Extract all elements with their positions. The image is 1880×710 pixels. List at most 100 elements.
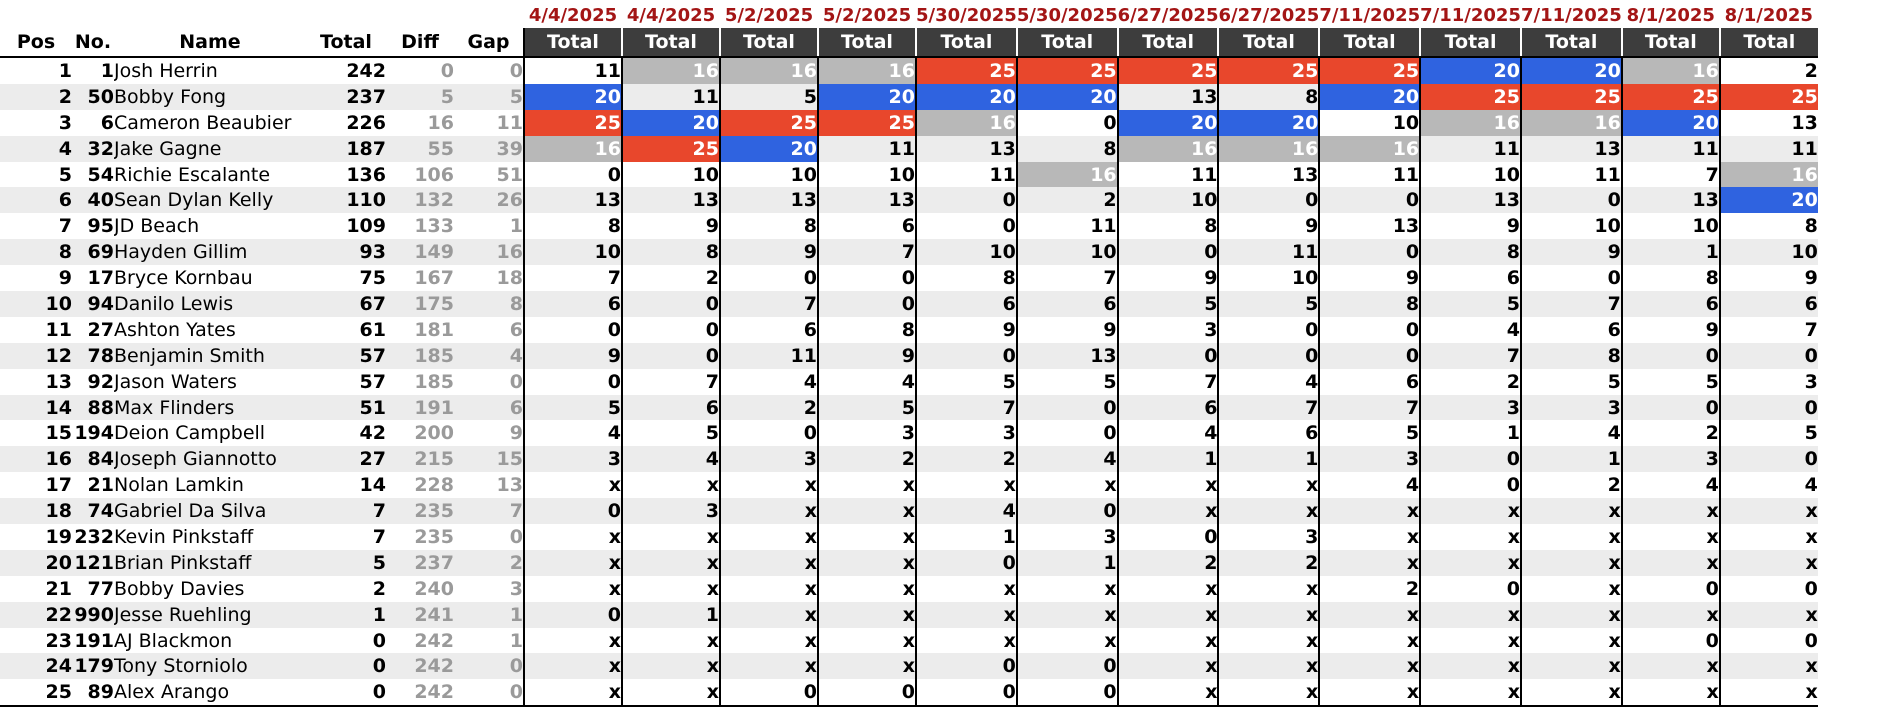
race-total-header[interactable]: Total <box>622 28 721 58</box>
race-result-cell: 20 <box>818 83 917 110</box>
gap-cell: 1 <box>454 601 525 628</box>
table-row[interactable]: 20 121 Brian Pinkstaff 5 237 2 x x x x 0 1 2 2 x x x x x <box>0 549 1818 576</box>
table-row[interactable]: 7 95 JD Beach 109 133 1 8 9 8 6 0 11 8 9 13 9 10 10 8 <box>0 213 1818 240</box>
table-row[interactable]: 22 990 Jesse Ruehling 1 241 1 0 1 x x x x x x x x x x x <box>0 601 1818 628</box>
race-total-header[interactable]: Total <box>916 28 1018 58</box>
table-row[interactable]: 19 232 Kevin Pinkstaff 7 235 0 x x x x 1 3 0 3 x x x x x <box>0 524 1818 550</box>
rider-name-cell: Max Flinders <box>114 394 306 421</box>
diff-cell: 191 <box>386 394 454 421</box>
rider-number-cell: 89 <box>72 679 114 708</box>
table-row[interactable]: 13 92 Jason Waters 57 185 0 0 7 4 4 5 5 7 4 6 2 5 5 3 <box>0 368 1818 395</box>
race-total-header[interactable]: Total <box>1719 28 1818 58</box>
race-result-cell: 0 <box>720 265 819 292</box>
diff-cell: 235 <box>386 498 454 525</box>
position-cell: 19 <box>0 524 72 550</box>
total-points-cell: 57 <box>306 368 386 395</box>
race-result-cell: 16 <box>1621 57 1721 84</box>
table-row[interactable]: 9 17 Bryce Kornbau 75 167 18 7 2 0 0 8 7 9 10 9 6 0 8 9 <box>0 265 1818 292</box>
table-row[interactable]: 10 94 Danilo Lewis 67 175 8 6 0 7 0 6 6 5 5 8 5 7 6 6 <box>0 291 1818 317</box>
total-header[interactable]: Total <box>306 28 386 58</box>
race-result-cell: 13 <box>1420 187 1522 214</box>
standings-table: 4/4/2025 4/4/2025 5/2/2025 5/2/2025 5/30/202… <box>0 3 1818 708</box>
race-result-cell: x <box>1719 549 1818 576</box>
table-row[interactable]: 12 78 Benjamin Smith 57 185 4 9 0 11 9 0 13 0 0 0 7 8 0 0 <box>0 342 1818 369</box>
race-result-cell: 3 <box>1016 524 1119 550</box>
race-total-header[interactable]: Total <box>1319 28 1422 58</box>
race-result-cell: 11 <box>916 161 1018 188</box>
table-row[interactable]: 24 179 Tony Storniolo 0 242 0 x x x x 0 0 x x x x x x x <box>0 653 1818 680</box>
rider-number-cell: 78 <box>72 342 114 369</box>
race-result-cell: 4 <box>1319 472 1422 499</box>
race-result-cell: x <box>1719 524 1818 550</box>
race-result-cell: 0 <box>1218 316 1321 343</box>
race-result-cell: x <box>916 601 1018 628</box>
rider-name-cell: Bobby Davies <box>114 575 306 602</box>
pos-header[interactable]: Pos <box>0 28 72 58</box>
race-result-cell: 3 <box>720 446 819 473</box>
race-total-header[interactable]: Total <box>720 28 819 58</box>
gap-header[interactable]: Gap <box>454 28 525 58</box>
race-result-cell: 6 <box>622 394 721 421</box>
table-row[interactable]: 16 84 Joseph Giannotto 27 215 15 3 4 3 2 2 4 1 1 3 0 1 3 0 <box>0 446 1818 473</box>
diff-header[interactable]: Diff <box>386 28 454 58</box>
table-row[interactable]: 11 27 Ashton Yates 61 181 6 0 0 6 8 9 9 3 0 0 4 6 9 7 <box>0 316 1818 343</box>
race-result-cell: 25 <box>1319 57 1422 84</box>
table-row[interactable]: 25 89 Alex Arango 0 242 0 x x 0 0 0 0 x x x x x x x <box>0 679 1818 708</box>
race-result-cell: 9 <box>1218 213 1321 240</box>
race-result-cell: x <box>1420 679 1522 708</box>
race-total-header[interactable]: Total <box>1621 28 1721 58</box>
race-result-cell: 11 <box>1319 161 1422 188</box>
race-result-cell: 7 <box>1420 342 1522 369</box>
position-cell: 17 <box>0 472 72 499</box>
race-result-cell: 3 <box>818 420 917 447</box>
race-result-cell: 8 <box>1016 135 1119 162</box>
table-row[interactable]: 6 40 Sean Dylan Kelly 110 132 26 13 13 13 13 0 2 10 0… <box>0 187 1818 214</box>
race-result-cell: x <box>1218 498 1321 525</box>
race-total-header[interactable]: Total <box>1520 28 1623 58</box>
race-result-cell: 8 <box>1117 213 1220 240</box>
race-result-cell: 9 <box>1319 265 1422 292</box>
race-total-header[interactable]: Total <box>1117 28 1220 58</box>
gap-cell: 0 <box>454 653 525 680</box>
table-row[interactable]: 21 77 Bobby Davies 2 240 3 x x x x x x x x 2 0 x 0 0 <box>0 575 1818 602</box>
table-row[interactable]: 18 74 Gabriel Da Silva 7 235 7 0 3 x x 4 0 x x x x x x x <box>0 498 1818 525</box>
race-result-cell: 5 <box>524 394 623 421</box>
table-row[interactable]: 14 88 Max Flinders 51 191 6 5 6 2 5 7 0 6 7 7 3 3 0 0 <box>0 394 1818 421</box>
race-result-cell: 6 <box>818 213 917 240</box>
race-result-cell: x <box>916 575 1018 602</box>
race-result-cell: 0 <box>1117 342 1220 369</box>
gap-cell: 0 <box>454 368 525 395</box>
number-header[interactable]: No. <box>72 28 114 58</box>
race-total-header[interactable]: Total <box>1218 28 1321 58</box>
table-row[interactable]: 15 194 Deion Campbell 42 200 9 4 5 0 3 3 0 4 6 5 1 4 2 5 <box>0 420 1818 447</box>
rider-number-cell: 50 <box>72 83 114 110</box>
name-header[interactable]: Name <box>114 28 306 58</box>
race-result-cell: x <box>1520 679 1623 708</box>
table-row[interactable]: 1 1 Josh Herrin 242 0 0 11 16 16 16 25 25 25 25 25 20 20… <box>0 57 1818 84</box>
table-row[interactable]: 23 191 AJ Blackmon 0 242 1 x x x x x x x x x x x 0 0 <box>0 627 1818 654</box>
total-points-cell: 75 <box>306 265 386 292</box>
race-result-cell: x <box>1117 653 1220 680</box>
race-result-cell: 5 <box>1016 368 1119 395</box>
rider-name-cell: Bryce Kornbau <box>114 265 306 292</box>
race-total-header[interactable]: Total <box>818 28 917 58</box>
rider-name-cell: Hayden Gillim <box>114 239 306 266</box>
race-result-cell: 13 <box>1117 83 1220 110</box>
race-total-header[interactable]: Total <box>524 28 623 58</box>
race-total-header[interactable]: Total <box>1420 28 1522 58</box>
race-total-header[interactable]: Total <box>1016 28 1119 58</box>
table-row[interactable]: 4 32 Jake Gagne 187 55 39 16 25 20 11 13 8 16 16 16 11 1… <box>0 135 1818 162</box>
race-result-cell: 3 <box>1520 394 1623 421</box>
table-row[interactable]: 5 54 Richie Escalante 136 106 51 0 10 10 10 11 16 11… <box>0 161 1818 188</box>
race-result-cell: x <box>1520 575 1623 602</box>
table-row[interactable]: 17 21 Nolan Lamkin 14 228 13 x x x x x x x x 4 0 2 4 4 <box>0 472 1818 499</box>
table-row[interactable]: 8 69 Hayden Gillim 93 149 16 10 8 9 7 10 10 0 11 0 8 9 1 1… <box>0 239 1818 266</box>
race-result-cell: x <box>818 575 917 602</box>
race-result-cell: 10 <box>1621 213 1721 240</box>
table-row[interactable]: 3 6 Cameron Beaubier 226 16 11 25 20 25 25 16 0 20 20… <box>0 109 1818 136</box>
rider-number-cell: 92 <box>72 368 114 395</box>
race-result-cell: 7 <box>720 291 819 317</box>
table-row[interactable]: 2 50 Bobby Fong 237 5 5 20 11 5 20 20 20 13 8 20 25 25 25… <box>0 83 1818 110</box>
race-result-cell: x <box>1016 627 1119 654</box>
race-result-cell: 2 <box>1117 549 1220 576</box>
